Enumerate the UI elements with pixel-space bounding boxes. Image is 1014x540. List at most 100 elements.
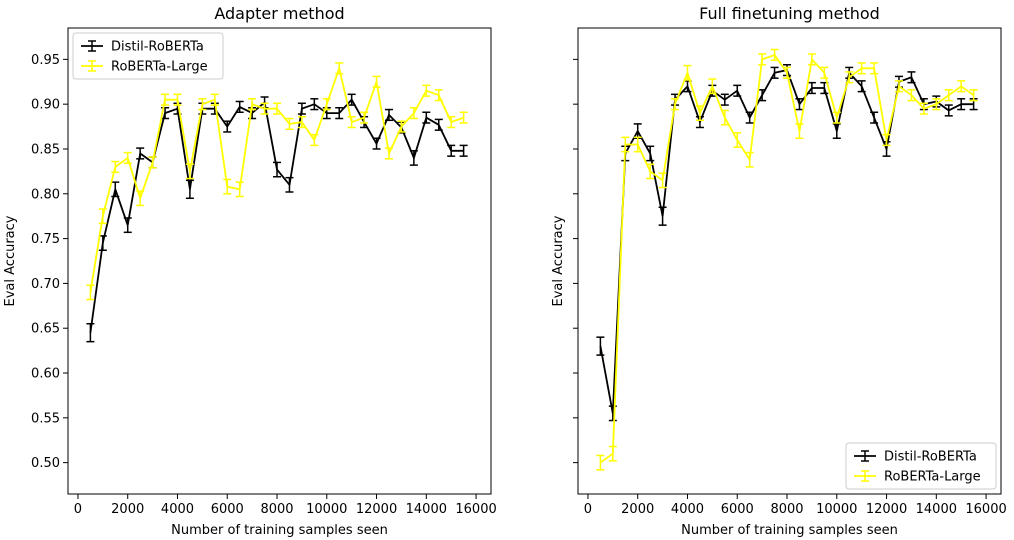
series-line (599, 53, 975, 464)
data-point-errorbar (447, 144, 456, 157)
data-point-errorbar (783, 66, 792, 79)
data-point-errorbar (944, 89, 953, 102)
data-point-errorbar (745, 111, 754, 124)
data-point-errorbar (633, 136, 642, 153)
data-point-errorbar (297, 115, 306, 129)
data-point-errorbar (596, 454, 605, 471)
x-tick-label: 16000 (455, 502, 496, 517)
legend-swatch (81, 40, 103, 52)
data-point-errorbar (658, 206, 667, 226)
plot-area-frame (67, 27, 492, 495)
data-point-errorbar (223, 120, 232, 133)
series-group (596, 48, 978, 471)
x-tick-label: 8000 (260, 502, 293, 517)
series-roberta-large (86, 62, 468, 301)
data-point-errorbar (459, 144, 468, 157)
y-tick-label: 0.80 (31, 187, 60, 202)
legend-box (845, 442, 997, 490)
data-point-errorbar (820, 66, 829, 79)
legend-swatch (854, 450, 876, 462)
x-tick-label: 2000 (111, 502, 144, 517)
data-point-errorbar (136, 147, 145, 160)
legend-label: RoBERTa-Large (884, 470, 981, 485)
data-point-errorbar (708, 78, 717, 95)
data-point-errorbar (409, 107, 418, 120)
data-point-errorbar (733, 132, 742, 148)
data-point-errorbar (434, 118, 443, 131)
x-tick-label: 14000 (406, 502, 447, 517)
data-point-errorbar (795, 98, 804, 111)
series-line (89, 98, 464, 333)
data-point-errorbar (335, 107, 344, 120)
data-point-errorbar (235, 181, 244, 198)
data-point-errorbar (807, 53, 816, 66)
y-tick-label: 0.75 (31, 232, 60, 247)
data-point-errorbar (384, 147, 393, 160)
data-point-errorbar (98, 208, 107, 225)
data-point-errorbar (646, 163, 655, 180)
data-point-errorbar (720, 109, 729, 126)
x-tick-label: 2000 (621, 502, 654, 517)
data-point-errorbar (335, 62, 344, 75)
data-point-errorbar (770, 48, 779, 62)
data-point-errorbar (136, 190, 145, 207)
data-point-errorbar (285, 117, 294, 131)
data-point-errorbar (969, 89, 978, 102)
legend: Distil-RoBERTa RoBERTa-Large (72, 32, 224, 80)
x-tick-label: 16000 (965, 502, 1006, 517)
y-tick-label: 0.55 (31, 411, 60, 426)
data-point-errorbar (409, 150, 418, 166)
y-tick-label: 0.95 (31, 53, 60, 68)
adapter-method-panel: Adapter method 0 2000 4000 6000 8000 10000 1200… (3, 4, 497, 538)
legend: Distil-RoBERTa RoBERTa-Large (845, 442, 997, 490)
data-point-errorbar (111, 160, 120, 174)
data-point-errorbar (870, 62, 879, 75)
data-point-errorbar (932, 98, 941, 111)
data-point-errorbar (310, 98, 319, 111)
chart-title: Full finetuning method (699, 4, 880, 23)
data-point-errorbar (957, 98, 966, 111)
data-point-errorbar (86, 322, 95, 343)
x-tick-label: 6000 (211, 502, 244, 517)
y-axis-label: Eval Accuracy (3, 215, 18, 306)
x-tick-label: 8000 (770, 502, 803, 517)
x-axis-label: Number of training samples seen (681, 523, 898, 538)
x-tick-label: 4000 (671, 502, 704, 517)
data-point-errorbar (944, 104, 953, 117)
x-tick-label: 0 (584, 502, 592, 517)
data-point-errorbar (111, 181, 120, 198)
y-tick-label: 0.85 (31, 142, 60, 157)
data-point-errorbar (658, 172, 667, 189)
x-tick-label: 0 (74, 502, 82, 517)
data-point-errorbar (807, 81, 816, 95)
x-axis-label: Number of training samples seen (171, 523, 388, 538)
data-point-errorbar (646, 145, 655, 162)
y-tick-label: 0.70 (31, 277, 60, 292)
x-tick-label: 10000 (306, 502, 347, 517)
data-point-errorbar (857, 62, 866, 75)
data-point-errorbar (173, 93, 182, 106)
data-point-errorbar (447, 115, 456, 129)
series-group (86, 62, 468, 343)
legend-swatch (854, 470, 876, 482)
data-point-errorbar (596, 336, 605, 356)
data-point-errorbar (671, 98, 680, 111)
data-point-errorbar (608, 445, 617, 462)
data-point-errorbar (185, 163, 194, 180)
data-point-errorbar (758, 53, 767, 66)
data-point-errorbar (882, 133, 891, 147)
data-point-errorbar (857, 80, 866, 93)
data-point-errorbar (123, 151, 132, 165)
y-axis-label: Eval Accuracy (551, 215, 566, 306)
data-point-errorbar (770, 66, 779, 79)
x-tick-label: 14000 (916, 502, 957, 517)
data-point-errorbar (957, 80, 966, 93)
data-point-errorbar (832, 123, 841, 139)
data-point-errorbar (347, 115, 356, 129)
data-point-errorbar (795, 123, 804, 139)
data-point-errorbar (86, 284, 95, 301)
data-point-errorbar (322, 98, 331, 111)
data-point-errorbar (273, 102, 282, 115)
data-point-errorbar (894, 80, 903, 93)
series-line (89, 65, 464, 293)
